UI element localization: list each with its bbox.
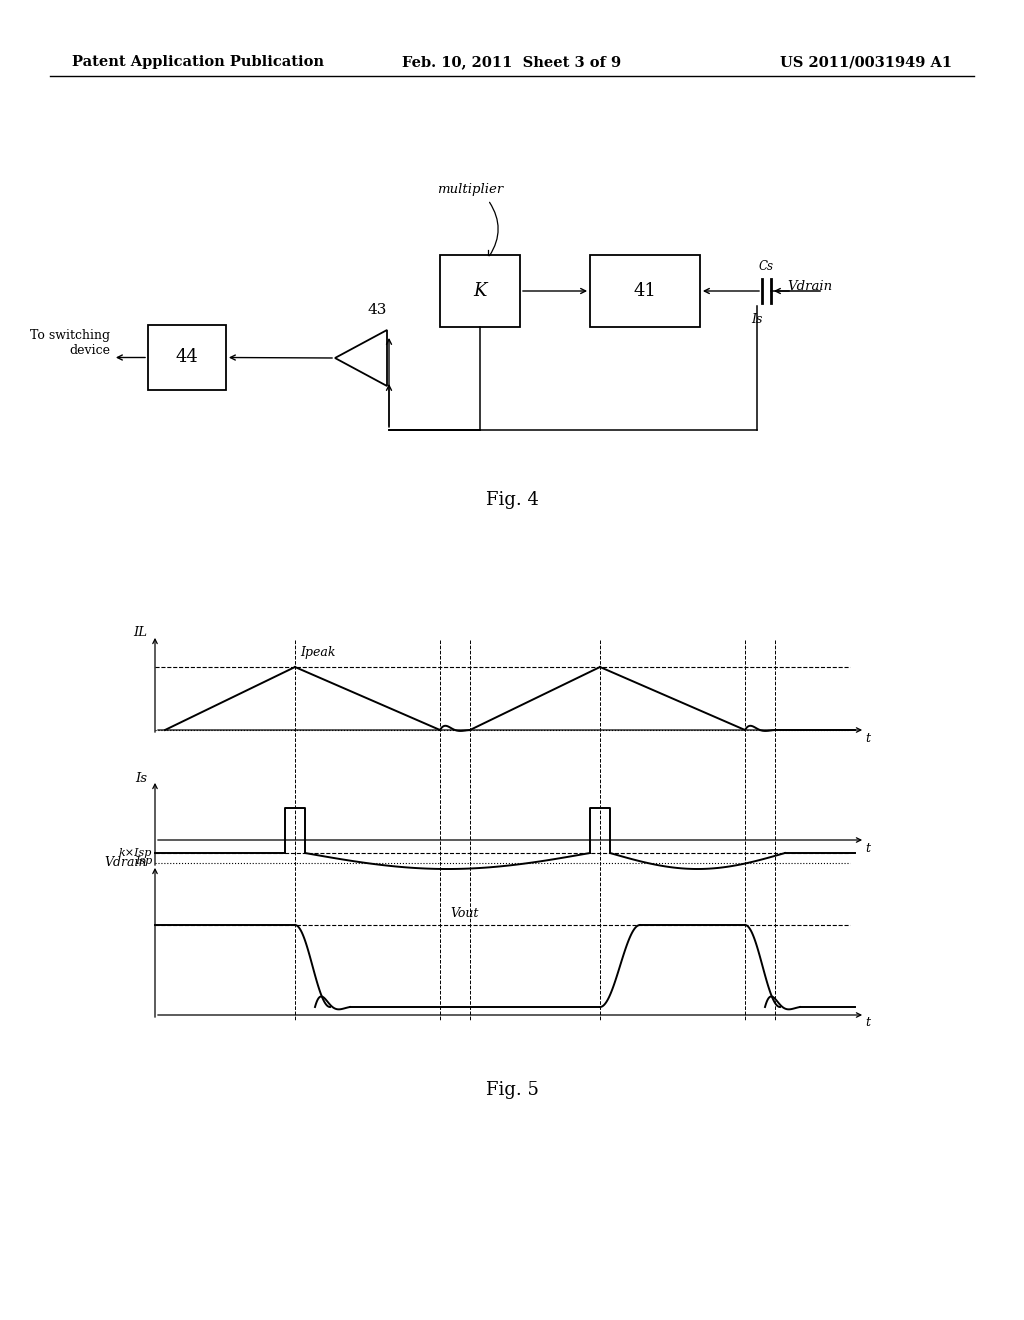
Text: Fig. 4: Fig. 4 [485, 491, 539, 510]
Text: t: t [865, 1016, 870, 1030]
Text: 41: 41 [634, 282, 656, 300]
Text: To switching
device: To switching device [30, 330, 110, 358]
Text: k×Isp: k×Isp [119, 847, 152, 858]
Text: Feb. 10, 2011  Sheet 3 of 9: Feb. 10, 2011 Sheet 3 of 9 [402, 55, 622, 69]
Text: Ipeak: Ipeak [300, 645, 336, 659]
Text: multiplier: multiplier [437, 183, 503, 197]
Bar [148, 325, 226, 389]
Text: Patent Application Publication: Patent Application Publication [72, 55, 324, 69]
Text: Is: Is [135, 771, 147, 784]
Text: Isp: Isp [135, 855, 152, 866]
Polygon shape [335, 330, 387, 385]
Text: Is: Is [752, 313, 763, 326]
Text: K: K [473, 282, 486, 300]
FancyArrowPatch shape [489, 202, 498, 256]
Text: Vdrain: Vdrain [787, 280, 833, 293]
Bar [590, 255, 700, 327]
Text: Vout: Vout [450, 907, 478, 920]
Bar [440, 255, 520, 327]
Text: 44: 44 [176, 348, 199, 367]
Text: Cs: Cs [759, 260, 773, 273]
Text: Fig. 5: Fig. 5 [485, 1081, 539, 1100]
Text: IL: IL [133, 627, 147, 639]
Text: 43: 43 [368, 304, 387, 317]
Text: Vdrain: Vdrain [104, 857, 147, 870]
Text: t: t [865, 731, 870, 744]
Text: t: t [865, 842, 870, 854]
Text: US 2011/0031949 A1: US 2011/0031949 A1 [780, 55, 952, 69]
